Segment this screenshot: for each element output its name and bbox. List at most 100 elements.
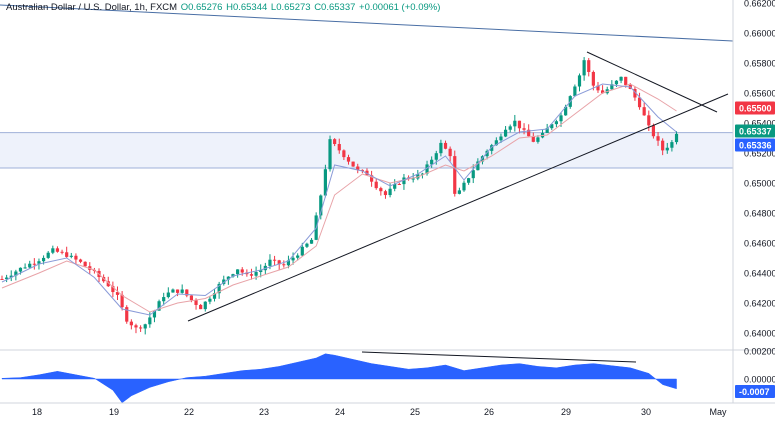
x-tick-label: 18 bbox=[32, 407, 42, 417]
candle-body bbox=[134, 325, 138, 328]
candle-body bbox=[416, 174, 420, 179]
candle-body bbox=[490, 145, 494, 151]
y-tick-label: 0.66000 bbox=[744, 29, 775, 39]
candle-body bbox=[14, 271, 18, 276]
candle-body bbox=[393, 183, 397, 189]
candle-body bbox=[106, 281, 110, 287]
candle-body bbox=[180, 289, 184, 293]
candle-body bbox=[120, 294, 124, 308]
candle-body bbox=[388, 188, 392, 196]
candle-body bbox=[536, 137, 540, 142]
candle-body bbox=[55, 248, 60, 252]
candle-body bbox=[661, 140, 665, 151]
candle-body bbox=[268, 259, 272, 266]
candle-body bbox=[217, 283, 221, 294]
candle-body bbox=[503, 129, 508, 137]
candle-body bbox=[51, 248, 55, 253]
candle-body bbox=[383, 191, 388, 196]
x-tick-label: 24 bbox=[335, 407, 345, 417]
candle-body bbox=[443, 142, 448, 149]
candle-body bbox=[508, 126, 512, 130]
support-zone bbox=[0, 132, 733, 168]
y-tick-label: 0.65400 bbox=[744, 119, 775, 129]
candle-body bbox=[425, 164, 429, 174]
x-tick-label: 19 bbox=[109, 407, 119, 417]
candle-body bbox=[74, 255, 78, 260]
candle-body bbox=[370, 175, 374, 182]
candle-body bbox=[0, 279, 4, 280]
candle-body bbox=[379, 188, 383, 192]
candle-body bbox=[18, 267, 23, 272]
candle-body bbox=[462, 182, 466, 191]
price-tag-bg bbox=[735, 101, 775, 115]
candle-body bbox=[231, 274, 235, 277]
candle-body bbox=[397, 183, 401, 185]
x-tick-label: May bbox=[709, 407, 727, 417]
y-tick-label: 0.64000 bbox=[744, 329, 775, 339]
candle-body bbox=[129, 321, 133, 326]
ascending-trendline bbox=[187, 93, 729, 322]
candle-body bbox=[236, 269, 240, 275]
oscillator-value-tag-bg bbox=[735, 385, 775, 398]
candle-body bbox=[226, 276, 230, 280]
candle-body bbox=[674, 133, 679, 143]
candle-body bbox=[212, 293, 217, 299]
candle-body bbox=[550, 124, 554, 129]
candle-body bbox=[619, 76, 623, 81]
oscillator-y-tick-label: 0.00000 bbox=[744, 375, 775, 385]
candle-body bbox=[337, 144, 341, 151]
price-tag-bg bbox=[735, 124, 775, 138]
candle-body bbox=[194, 300, 198, 305]
candle-body bbox=[647, 115, 651, 126]
candle-body bbox=[162, 297, 166, 302]
candle-body bbox=[499, 136, 503, 141]
x-tick-label: 25 bbox=[410, 407, 420, 417]
x-tick-label: 23 bbox=[259, 407, 269, 417]
candle-body bbox=[624, 76, 628, 85]
candle-body bbox=[633, 88, 637, 98]
candle-body bbox=[305, 243, 309, 247]
candle-body bbox=[60, 251, 64, 253]
candle-body bbox=[494, 140, 498, 146]
candle-body bbox=[582, 60, 586, 76]
candle-body bbox=[139, 327, 143, 329]
candle-body bbox=[439, 142, 443, 154]
candle-body bbox=[41, 257, 46, 262]
x-tick-label: 29 bbox=[561, 407, 571, 417]
price-tag-label: 0.65337 bbox=[739, 127, 772, 137]
candle-body bbox=[9, 275, 13, 278]
candle-body bbox=[637, 97, 642, 108]
y-tick-label: 0.65800 bbox=[744, 59, 775, 69]
x-tick-label: 26 bbox=[484, 407, 494, 417]
candle-body bbox=[573, 86, 577, 97]
candle-body bbox=[614, 80, 619, 85]
y-tick-label: 0.64200 bbox=[744, 299, 775, 309]
candle-body bbox=[351, 161, 355, 167]
candle-body bbox=[309, 239, 314, 244]
candle-body bbox=[125, 307, 129, 322]
candle-body bbox=[282, 264, 286, 266]
y-tick-label: 0.64600 bbox=[744, 239, 775, 249]
candle-body bbox=[545, 128, 549, 133]
candle-body bbox=[346, 157, 351, 162]
close-value: C0.65337 bbox=[314, 2, 356, 13]
candle-body bbox=[430, 159, 434, 165]
candle-body bbox=[65, 252, 69, 257]
candle-body bbox=[249, 274, 254, 276]
candle-body bbox=[259, 270, 263, 273]
candle-body bbox=[296, 255, 300, 258]
candle-body bbox=[670, 142, 674, 148]
candle-body bbox=[457, 190, 461, 194]
y-tick-label: 0.64400 bbox=[744, 269, 775, 279]
y-tick-label: 0.64800 bbox=[744, 209, 775, 219]
candle-body bbox=[434, 153, 438, 160]
candle-body bbox=[564, 106, 568, 116]
oscillator-y-tick-label: 0.00200 bbox=[744, 347, 775, 357]
candle-body bbox=[319, 195, 323, 216]
candle-body bbox=[32, 263, 36, 265]
y-tick-label: 0.65600 bbox=[744, 89, 775, 99]
candle-body bbox=[374, 181, 378, 189]
candle-body bbox=[208, 298, 212, 302]
price-axis: 0.64000 0.64200 0.64400 0.64600 0.64800 0.650… bbox=[744, 0, 775, 339]
